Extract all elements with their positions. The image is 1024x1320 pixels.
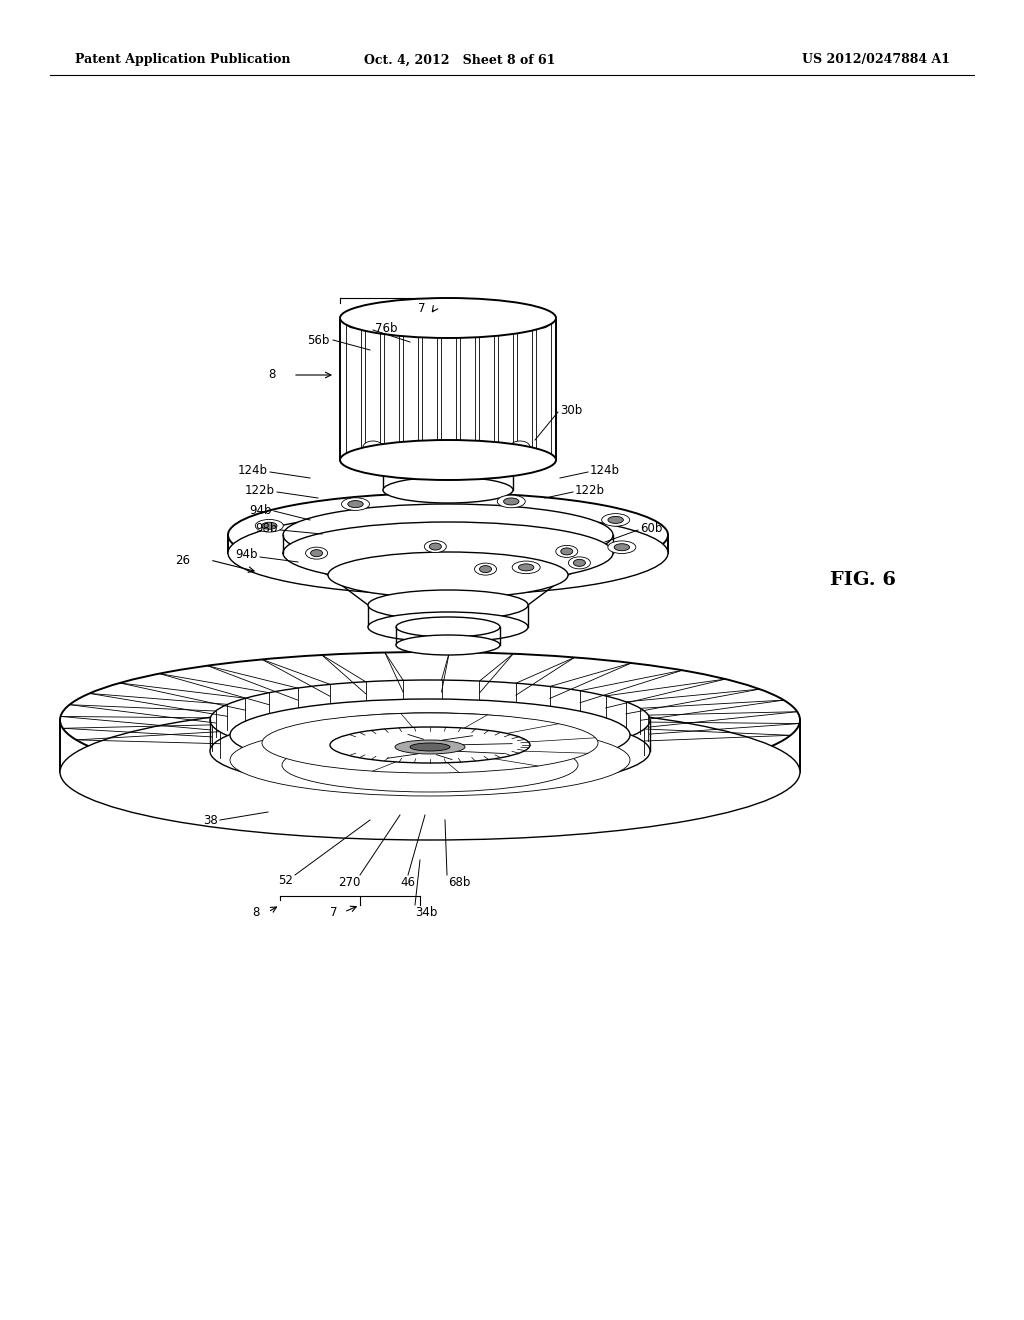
Text: 52: 52 [278, 874, 293, 887]
Ellipse shape [474, 564, 497, 576]
Ellipse shape [512, 561, 541, 574]
Ellipse shape [460, 312, 474, 327]
Ellipse shape [614, 544, 630, 550]
Ellipse shape [282, 738, 578, 792]
Ellipse shape [283, 504, 613, 566]
Text: 34b: 34b [415, 906, 437, 919]
Text: 8: 8 [268, 368, 275, 381]
Ellipse shape [602, 513, 630, 527]
Text: 124b: 124b [590, 463, 620, 477]
Text: 7: 7 [418, 301, 426, 314]
Ellipse shape [348, 500, 364, 508]
Ellipse shape [262, 713, 598, 774]
Ellipse shape [60, 704, 800, 840]
Ellipse shape [340, 298, 556, 338]
Text: 124b: 124b [238, 463, 268, 477]
Text: 46: 46 [400, 875, 415, 888]
Ellipse shape [402, 312, 418, 327]
Ellipse shape [210, 711, 650, 791]
Ellipse shape [210, 680, 650, 760]
Text: Oct. 4, 2012   Sheet 8 of 61: Oct. 4, 2012 Sheet 8 of 61 [365, 54, 556, 66]
Text: 122b: 122b [245, 483, 275, 496]
Ellipse shape [424, 541, 446, 553]
Ellipse shape [429, 543, 441, 550]
Ellipse shape [345, 312, 360, 327]
Ellipse shape [410, 743, 450, 751]
Ellipse shape [230, 723, 630, 796]
Ellipse shape [536, 312, 551, 327]
Ellipse shape [328, 552, 568, 598]
Ellipse shape [510, 441, 530, 453]
Ellipse shape [341, 498, 370, 511]
Ellipse shape [310, 549, 323, 557]
Text: 68b: 68b [449, 875, 470, 888]
Ellipse shape [608, 516, 624, 524]
Ellipse shape [440, 312, 456, 327]
Ellipse shape [365, 312, 380, 327]
Ellipse shape [362, 441, 383, 453]
Ellipse shape [573, 560, 586, 566]
Text: 122b: 122b [575, 483, 605, 496]
Ellipse shape [504, 498, 519, 506]
Ellipse shape [395, 741, 465, 754]
Text: 76b: 76b [375, 322, 397, 334]
Ellipse shape [368, 612, 528, 642]
Ellipse shape [228, 511, 668, 595]
Text: 98b: 98b [256, 521, 278, 535]
Text: 94b: 94b [236, 549, 258, 561]
Ellipse shape [479, 565, 492, 573]
Ellipse shape [282, 713, 578, 767]
Text: 8: 8 [252, 906, 259, 919]
Ellipse shape [383, 447, 513, 473]
Ellipse shape [561, 548, 572, 554]
Ellipse shape [261, 523, 278, 529]
Ellipse shape [396, 635, 500, 655]
Ellipse shape [305, 546, 328, 560]
Ellipse shape [498, 312, 512, 327]
Ellipse shape [396, 616, 500, 638]
Text: 60b: 60b [640, 521, 663, 535]
Ellipse shape [230, 700, 630, 771]
Ellipse shape [383, 477, 513, 503]
Ellipse shape [422, 312, 436, 327]
Ellipse shape [518, 564, 534, 570]
Text: 94b: 94b [250, 503, 272, 516]
Ellipse shape [283, 521, 613, 583]
Ellipse shape [384, 312, 398, 327]
Text: 270: 270 [338, 875, 360, 888]
Ellipse shape [568, 557, 591, 569]
Ellipse shape [608, 541, 636, 553]
Ellipse shape [556, 545, 578, 557]
Ellipse shape [60, 652, 800, 788]
Text: 38: 38 [203, 813, 218, 826]
Text: 56b: 56b [307, 334, 330, 346]
Ellipse shape [228, 492, 668, 577]
Text: 7: 7 [330, 906, 338, 919]
Text: FIG. 6: FIG. 6 [830, 572, 896, 589]
Ellipse shape [478, 312, 494, 327]
Ellipse shape [498, 495, 525, 508]
Ellipse shape [340, 440, 556, 480]
Ellipse shape [330, 727, 530, 763]
Ellipse shape [368, 590, 528, 620]
Ellipse shape [255, 520, 284, 532]
Text: Patent Application Publication: Patent Application Publication [75, 54, 291, 66]
Text: 30b: 30b [560, 404, 583, 417]
Text: 26: 26 [175, 553, 190, 566]
Ellipse shape [516, 312, 531, 327]
Text: US 2012/0247884 A1: US 2012/0247884 A1 [802, 54, 950, 66]
